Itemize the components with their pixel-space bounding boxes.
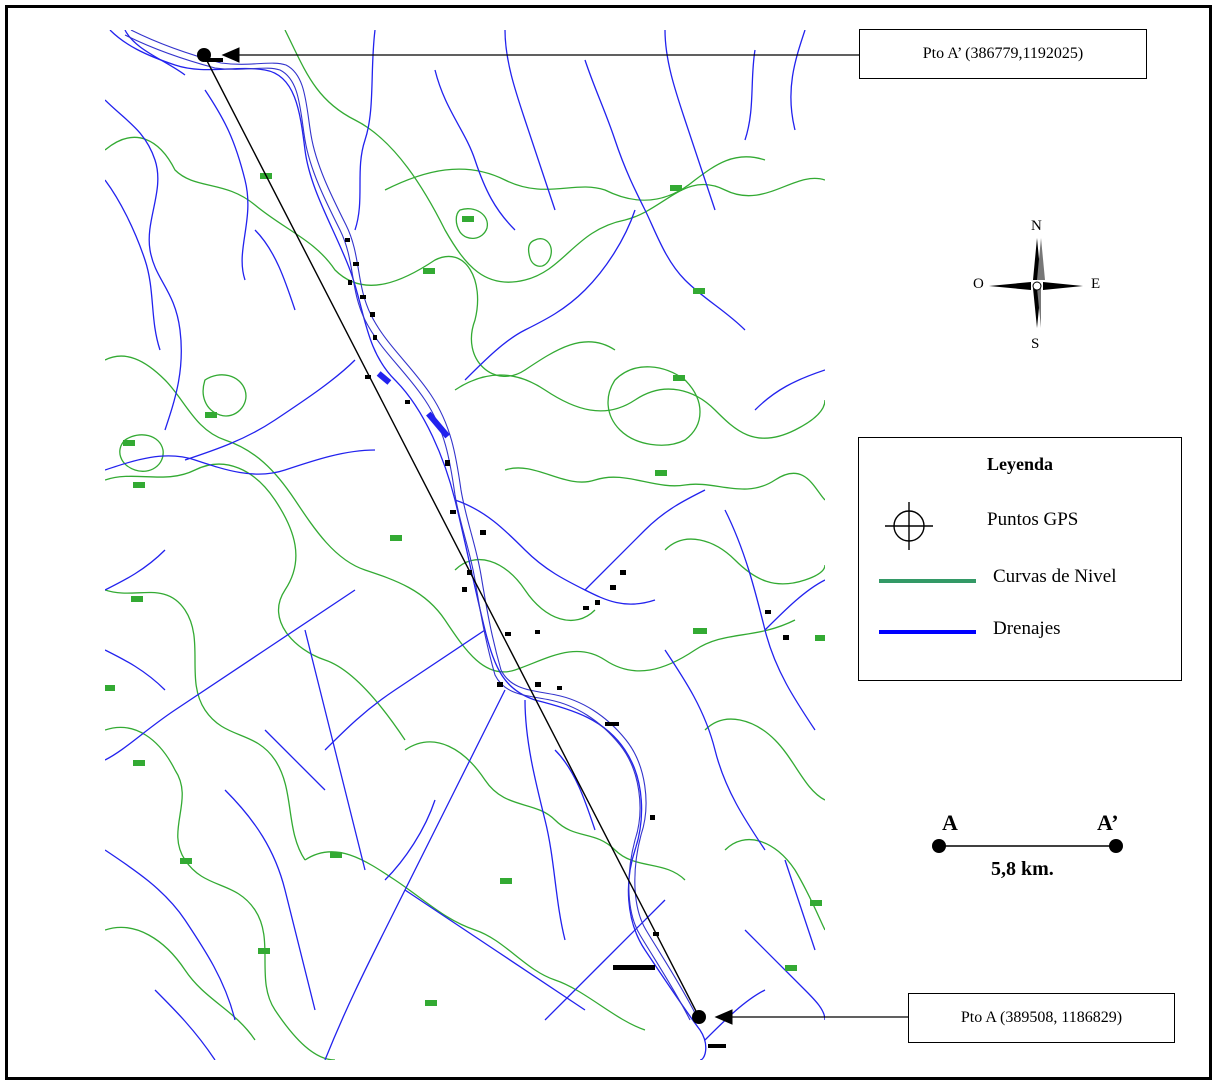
point-a-prime-marker (197, 48, 211, 62)
compass-e: E (1091, 276, 1101, 292)
legend-drainage-swatch (879, 630, 976, 634)
legend-title: Leyenda (986, 454, 1053, 474)
compass-rose: N S O E (973, 218, 1115, 358)
compass-east-arrow (1043, 282, 1083, 290)
profile-line (203, 54, 700, 1018)
legend-item-drainage-label: Drenajes (993, 618, 1061, 639)
legend-item-contour-label: Curvas de Nivel (993, 566, 1117, 587)
drainage-network (105, 30, 825, 1060)
main-river (124, 30, 697, 1021)
compass-west-arrow (989, 282, 1031, 290)
point-a-prime-label: Pto A’ (386779,1192025) (922, 45, 1084, 62)
scale-label-a: A (942, 810, 958, 835)
scale-point-a (932, 839, 946, 853)
river-name-label (376, 371, 450, 439)
point-a-callout: Pto A (389508, 1186829) (908, 993, 1175, 1043)
compass-o: O (973, 276, 984, 292)
scale-label-a-prime: A’ (1097, 810, 1119, 835)
legend-contour-swatch (879, 579, 976, 583)
point-a-label: Pto A (389508, 1186829) (960, 1009, 1123, 1026)
crosshair-icon (885, 502, 933, 550)
scale-distance: 5,8 km. (991, 858, 1054, 880)
scale-bar: A A’ 5,8 km. (925, 810, 1135, 890)
compass-n: N (1031, 218, 1042, 234)
point-a-prime-callout: Pto A’ (386779,1192025) (859, 29, 1147, 79)
map-frame (5, 5, 1212, 1080)
scale-point-a-prime (1109, 839, 1123, 853)
legend-item-gps-label: Puntos GPS (987, 509, 1079, 530)
contour-lines (105, 30, 825, 1060)
map-legend: Leyenda Puntos GPS Curvas de Nivel Drena… (858, 437, 1182, 681)
point-a-marker (692, 1010, 706, 1024)
compass-s: S (1031, 336, 1040, 352)
